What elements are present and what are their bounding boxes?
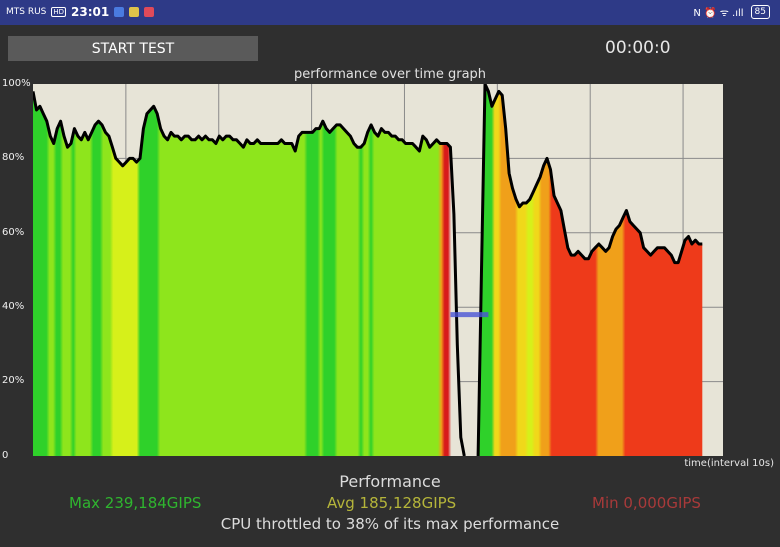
status-bar: MTS RUS HD 23:01 N ⏰ ᯤ .ıll 85 [0,0,780,25]
y-tick-label: 0 [2,450,9,461]
status-time: 23:01 [71,5,110,19]
performance-area [33,84,703,456]
y-tick-label: 60% [2,227,25,238]
app-notification-icon [114,7,125,17]
y-tick-label: 20% [2,375,25,386]
y-tick-label: 100% [2,78,31,89]
performance-graph [33,84,723,456]
start-test-button[interactable]: START TEST [8,36,258,61]
app-notification-icon [129,7,140,17]
app-notification-icon [144,7,155,17]
carrier-label: MTS RUS [6,7,47,17]
performance-title: Performance [339,472,441,491]
status-icons: N ⏰ ᯤ .ıll [693,8,744,19]
performance-line [33,84,703,456]
status-bar-left: MTS RUS HD 23:01 [6,5,155,19]
status-bar-right: N ⏰ ᯤ .ıll 85 [693,5,770,19]
graph-title: performance over time graph [293,67,487,82]
min-performance: Min 0,000GIPS [592,494,701,512]
x-axis-label: time(interval 10s) [684,458,774,469]
throttle-message: CPU throttled to 38% of its max performa… [220,515,560,533]
max-performance: Max 239,184GIPS [69,494,202,512]
test-timer: 00:00:0 [605,38,671,58]
network-badge: HD [51,7,67,17]
battery-icon: 85 [750,5,770,19]
y-tick-label: 40% [2,301,25,312]
y-tick-label: 80% [2,152,25,163]
avg-performance: Avg 185,128GIPS [327,494,457,512]
